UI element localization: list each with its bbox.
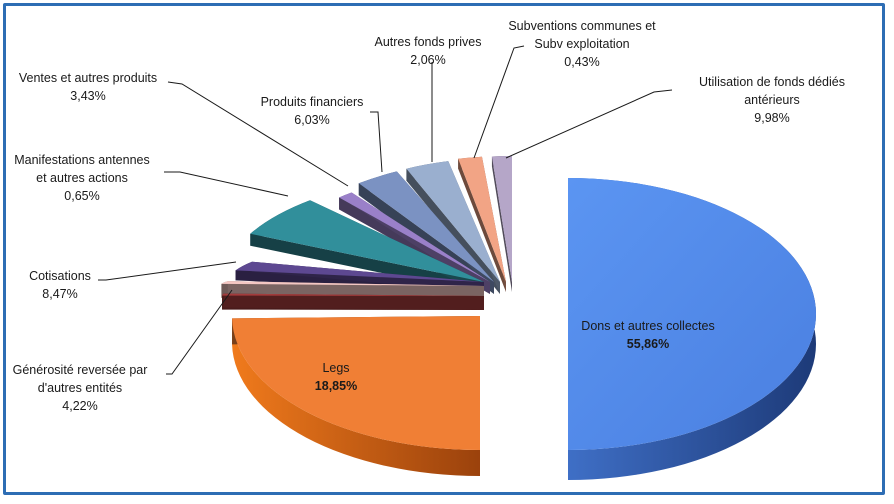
pie-slice (406, 161, 500, 282)
slice-label: Ventes et autres produits 3,43% (19, 71, 157, 103)
pie-slice-face (223, 293, 485, 310)
leader-line (473, 45, 525, 159)
leader-line (505, 89, 673, 159)
leader-line (164, 171, 289, 197)
slice-label: Produits financiers 6,03% (261, 95, 364, 127)
leader-line (166, 289, 233, 375)
leader-line (98, 261, 237, 281)
slice-label: Générosité reversée par d'autres entités 4… (13, 363, 148, 413)
pie-slice (222, 293, 484, 296)
slice-labels: Dons et autres collectes 55,86% Legs 18,85%… (13, 19, 845, 413)
slices-layer (221, 156, 816, 480)
pie-slice-face (458, 158, 506, 292)
slice-label: Legs 18,85% (315, 361, 357, 393)
slice-label: Subventions communes et Subv exploitation… (508, 19, 656, 69)
pie-slice (568, 178, 816, 450)
pie-slice (221, 281, 484, 286)
pie-slice-side (232, 318, 480, 476)
slice-label: Utilisation de fonds dédiés antérieurs 9,9… (699, 75, 845, 125)
pie-slice (235, 261, 484, 282)
pie-slice (339, 192, 490, 282)
pie-slice (458, 156, 506, 282)
slice-label: Dons et autres collectes 55,86% (581, 319, 714, 351)
leader-line (167, 81, 349, 187)
slice-label: Autres fonds prives 2,06% (375, 35, 482, 67)
slice-label: Manifestations antennes et autres actions… (14, 153, 150, 203)
pie-slice (232, 316, 480, 451)
slice-label: Cotisations 8,47% (29, 269, 91, 301)
pie-slice (491, 156, 512, 282)
pie-slice (250, 200, 484, 282)
leader-lines (98, 45, 673, 375)
pie-slice-face (491, 156, 512, 292)
leader-line (370, 111, 383, 173)
pie-slice (358, 171, 494, 282)
